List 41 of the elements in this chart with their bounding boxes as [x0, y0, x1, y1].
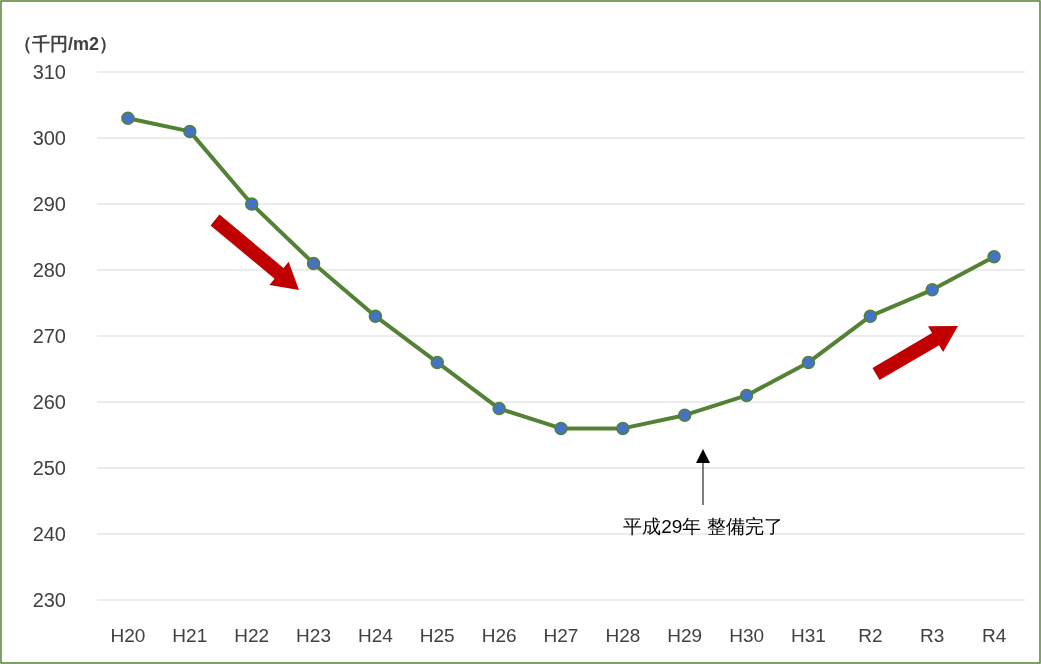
x-tick-label: H21 — [172, 625, 208, 646]
point — [306, 256, 321, 271]
x-tick-label: H23 — [296, 625, 331, 646]
point — [430, 355, 445, 370]
y-tick-label: 270 — [32, 325, 66, 347]
x-tick-label: H26 — [481, 625, 517, 646]
point — [987, 250, 1001, 264]
y-tick-label: 250 — [32, 457, 66, 479]
x-tick-label: H29 — [667, 625, 703, 646]
x-tick-label: H30 — [729, 625, 765, 646]
point — [121, 111, 135, 125]
x-tick-label: H22 — [234, 625, 270, 646]
x-tick-label: H31 — [791, 625, 826, 646]
y-tick-label: 300 — [32, 127, 66, 149]
y-tick-label: 240 — [32, 523, 66, 545]
y-tick-label: 230 — [32, 589, 66, 611]
point — [244, 197, 259, 211]
point — [492, 401, 506, 416]
point — [801, 355, 816, 370]
x-tick-label: H25 — [419, 625, 455, 646]
point — [368, 309, 383, 323]
point — [739, 388, 754, 403]
point — [616, 421, 630, 436]
x-tick-label: R4 — [981, 625, 1007, 646]
point — [863, 309, 878, 323]
x-tick-label: R3 — [920, 625, 945, 646]
point — [554, 421, 568, 436]
y-tick-label: 280 — [32, 259, 66, 281]
x-tick-label: H20 — [110, 625, 146, 646]
y-tick-label: 290 — [32, 193, 66, 215]
y-tick-label: 260 — [32, 391, 66, 413]
point — [677, 408, 692, 422]
x-tick-label: H24 — [357, 625, 394, 646]
x-tick-label: R2 — [858, 625, 883, 646]
annotation: 平成29年 整備完了 — [623, 516, 783, 537]
x-tick-label: H28 — [605, 625, 641, 646]
y-tick-label: 310 — [32, 61, 66, 83]
point — [183, 124, 197, 139]
point — [925, 283, 939, 297]
y-axis-title: （千円/m2） — [14, 34, 118, 54]
x-tick-label: H27 — [543, 625, 579, 646]
